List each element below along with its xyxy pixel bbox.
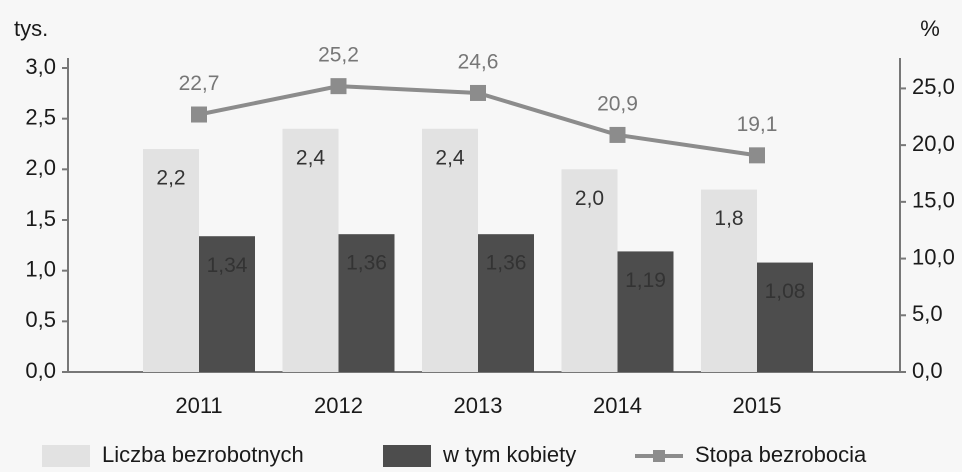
y-tick-label: 0,5	[25, 307, 56, 332]
legend-label: Stopa bezrobocia	[695, 442, 867, 467]
y2-tick-label: 20,0	[912, 131, 955, 156]
y-tick-label: 1,5	[25, 206, 56, 231]
y2-tick-label: 5,0	[912, 301, 943, 326]
value-label: 24,6	[458, 51, 499, 74]
value-label: 2,0	[575, 187, 604, 210]
y2-axis-label: %	[920, 16, 940, 41]
y2-tick-label: 25,0	[912, 74, 955, 99]
bar	[143, 149, 199, 372]
bar	[617, 251, 674, 372]
legend-label: Liczba bezrobotnych	[102, 442, 304, 467]
bar	[338, 234, 395, 372]
bar	[282, 128, 339, 372]
legend-swatch	[383, 445, 431, 467]
bar	[701, 189, 757, 372]
bar	[757, 262, 813, 372]
y-tick-label: 3,0	[25, 54, 56, 79]
line-marker	[609, 126, 626, 143]
value-label: 1,19	[625, 269, 666, 292]
x-tick-label: 2011	[175, 393, 222, 418]
y2-tick-label: 15,0	[912, 188, 955, 213]
legend-label: w tym kobiety	[442, 442, 576, 467]
value-label: 1,08	[765, 280, 806, 303]
value-label: 1,34	[207, 254, 248, 277]
bar	[422, 128, 478, 372]
x-tick-label: 2015	[733, 393, 782, 418]
x-tick-label: 2014	[593, 393, 642, 418]
value-label: 1,8	[714, 207, 743, 230]
value-label: 1,36	[486, 252, 527, 275]
x-tick-label: 2013	[454, 393, 503, 418]
line-marker	[330, 78, 347, 95]
legend-swatch	[42, 445, 90, 467]
y-tick-label: 2,0	[25, 155, 56, 180]
value-label: 1,36	[346, 252, 387, 275]
bar	[561, 169, 618, 372]
value-label: 20,9	[597, 92, 638, 115]
y-tick-label: 2,5	[25, 104, 56, 129]
line-marker	[470, 84, 486, 101]
value-label: 25,2	[318, 44, 359, 67]
bar	[478, 234, 534, 372]
bar	[199, 236, 255, 372]
value-label: 2,4	[435, 146, 465, 169]
legend-swatch	[653, 450, 665, 462]
value-label: 2,4	[296, 146, 326, 169]
y2-tick-label: 10,0	[912, 244, 955, 269]
value-label: 22,7	[179, 72, 220, 95]
y-tick-label: 1,0	[25, 256, 56, 281]
value-label: 2,2	[156, 167, 185, 190]
y-axis-label: tys.	[14, 16, 48, 41]
y-tick-label: 0,0	[25, 358, 56, 383]
x-tick-label: 2012	[314, 393, 363, 418]
value-label: 19,1	[737, 113, 778, 136]
y2-tick-label: 0,0	[912, 358, 943, 383]
line-marker	[191, 106, 207, 123]
line-marker	[749, 147, 765, 164]
